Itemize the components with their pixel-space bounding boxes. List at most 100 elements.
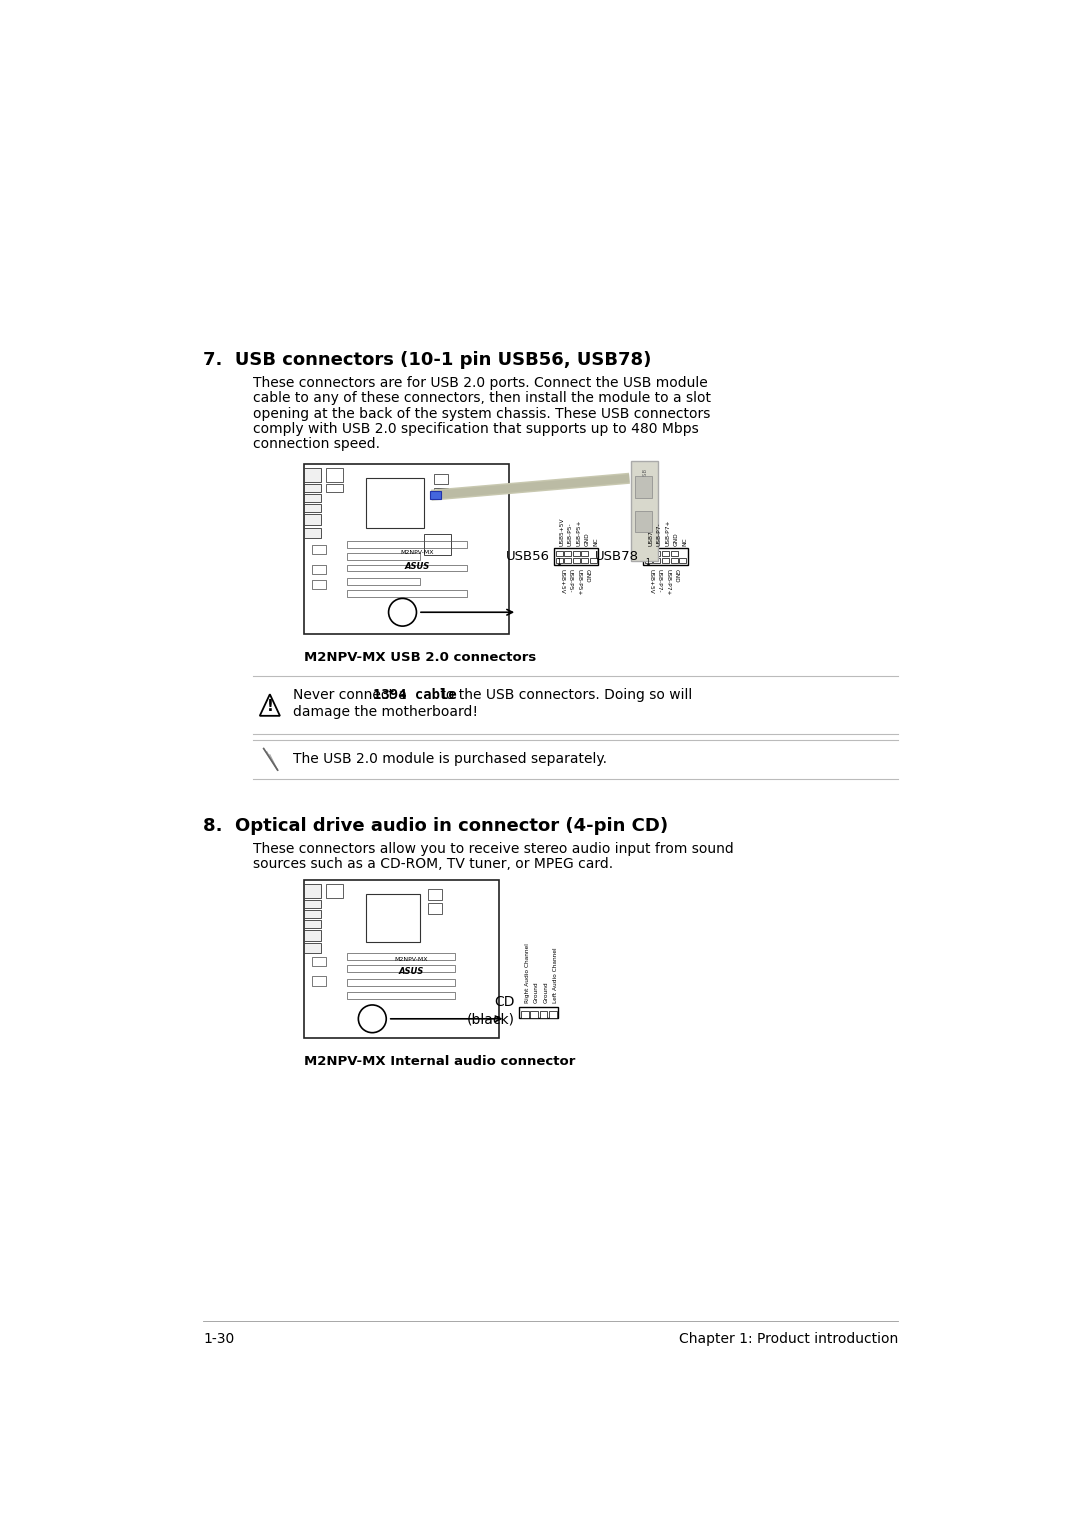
Bar [565,550,571,556]
Bar [312,581,326,590]
Bar [635,510,652,532]
Bar [303,880,499,1038]
Text: 1: 1 [556,558,561,567]
Text: 7.  USB connectors (10-1 pin USB56, USB78): 7. USB connectors (10-1 pin USB56, USB78… [203,351,651,370]
Text: damage the motherboard!: damage the motherboard! [293,706,478,720]
Text: These connectors are for USB 2.0 ports. Connect the USB module: These connectors are for USB 2.0 ports. … [253,376,707,390]
Text: USB-P5-: USB-P5- [568,568,572,593]
Bar [326,885,342,898]
Bar [424,533,451,555]
Bar [521,1010,529,1018]
Bar [434,474,448,484]
Text: ASUS: ASUS [404,562,430,570]
Bar [303,527,321,538]
Bar [347,564,467,571]
Text: to the USB connectors. Doing so will: to the USB connectors. Doing so will [436,689,692,703]
Bar [572,550,580,556]
Bar [662,550,669,556]
Bar [303,495,321,503]
Text: !: ! [267,700,273,714]
Bar [303,515,321,526]
Bar [430,492,441,500]
Bar [679,558,686,562]
Bar [312,545,326,555]
Bar [303,931,321,941]
Text: GND: GND [674,532,679,545]
Text: USB-P5-: USB-P5- [568,523,572,545]
Text: USB78: USB78 [595,550,638,564]
Text: USB-P7-: USB-P7- [657,568,662,593]
Bar [635,475,652,498]
Bar [366,894,420,941]
Text: USB: USB [643,468,647,480]
Text: Ground: Ground [535,981,539,1002]
Bar [549,1010,556,1018]
Bar [572,558,580,562]
Text: USB5+5V: USB5+5V [559,518,565,545]
Bar [303,484,321,492]
Bar [671,558,677,562]
Bar [312,976,326,986]
Bar [303,885,321,898]
Text: USB-P5+: USB-P5+ [577,568,581,596]
Bar [554,549,598,565]
Text: USB-P7+: USB-P7+ [665,568,671,596]
Text: USB+5V: USB+5V [559,568,565,594]
Bar [312,957,326,966]
Bar [671,550,677,556]
Text: CD
(black): CD (black) [467,995,515,1027]
Bar [519,1007,558,1019]
Text: USB-P7-: USB-P7- [657,523,662,545]
Bar [662,558,669,562]
Bar [428,903,442,914]
Bar [347,579,420,585]
Bar [326,468,342,483]
Bar [347,590,467,597]
Text: These connectors allow you to receive stereo audio input from sound: These connectors allow you to receive st… [253,842,733,856]
Bar [653,558,661,562]
Bar [631,460,658,561]
Text: USB56: USB56 [505,550,550,564]
Bar [556,550,563,556]
Bar [581,550,589,556]
Bar [303,911,321,918]
Text: GND: GND [585,568,590,582]
Bar [347,553,420,559]
Text: M2NPV-MX Internal audio connector: M2NPV-MX Internal audio connector [303,1054,576,1068]
Text: USB-P5+: USB-P5+ [577,520,581,545]
Bar [347,953,455,960]
Text: M2NPV-MX: M2NPV-MX [394,957,428,961]
Text: USB+5V: USB+5V [648,568,653,594]
Text: Left Audio Channel: Left Audio Channel [553,947,557,1002]
Bar [590,558,597,562]
Bar [653,550,661,556]
Bar [428,889,442,900]
Text: NC: NC [683,538,688,545]
Text: USB7+5V: USB7+5V [648,518,653,545]
Text: The USB 2.0 module is purchased separately.: The USB 2.0 module is purchased separate… [293,752,607,766]
Text: Right Audio Channel: Right Audio Channel [525,943,530,1002]
Bar [540,1010,548,1018]
Bar [645,558,652,562]
Bar [303,943,321,952]
Bar [303,900,321,908]
Bar [303,468,321,483]
Bar [347,992,455,999]
Text: 1: 1 [645,558,650,567]
Text: comply with USB 2.0 specification that supports up to 480 Mbps: comply with USB 2.0 specification that s… [253,422,699,435]
Bar [581,558,589,562]
Bar [303,465,510,634]
Bar [347,979,455,986]
Text: NC: NC [593,538,598,545]
Text: 1394 cable: 1394 cable [373,689,457,703]
Bar [644,549,688,565]
Text: Chapter 1: Product introduction: Chapter 1: Product introduction [679,1332,899,1346]
Text: Never connect a: Never connect a [293,689,411,703]
Bar [366,478,424,529]
Bar [347,541,467,549]
Text: ASUS: ASUS [399,967,424,976]
Bar [326,484,342,492]
Text: 8.  Optical drive audio in connector (4-pin CD): 8. Optical drive audio in connector (4-p… [203,817,669,836]
Text: M2NPV-MX: M2NPV-MX [401,550,434,555]
Bar [312,564,326,573]
